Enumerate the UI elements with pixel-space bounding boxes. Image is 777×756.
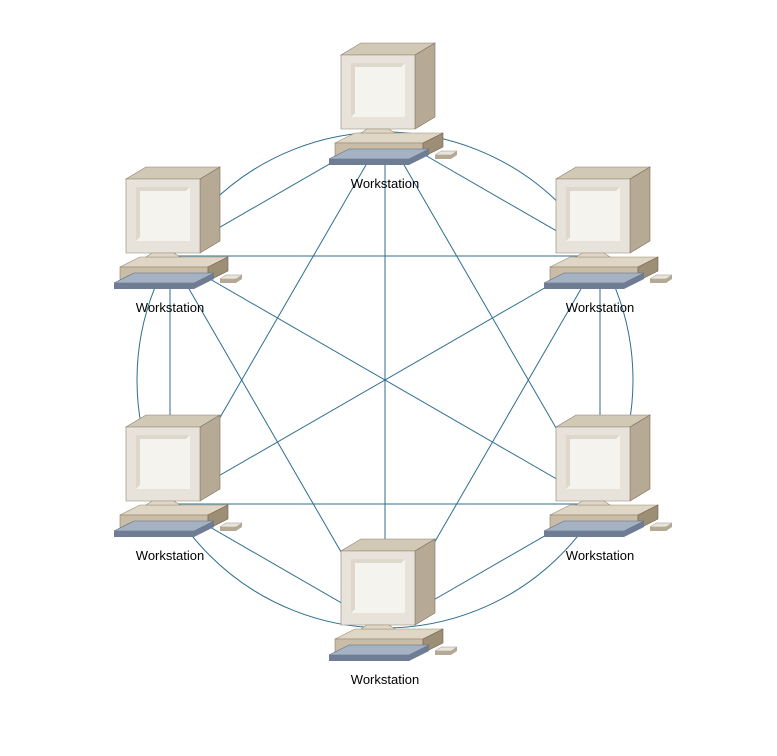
workstation-icon <box>305 37 465 172</box>
workstation-icon <box>520 161 680 296</box>
workstation-icon <box>90 161 250 296</box>
workstation-node: Workstation <box>90 161 250 315</box>
workstation-node: Workstation <box>90 409 250 563</box>
workstation-label: Workstation <box>90 300 250 315</box>
workstation-label: Workstation <box>520 300 680 315</box>
workstation-label: Workstation <box>90 548 250 563</box>
workstation-icon <box>90 409 250 544</box>
workstation-label: Workstation <box>305 672 465 687</box>
workstation-icon <box>305 533 465 668</box>
workstation-node: Workstation <box>305 533 465 687</box>
workstation-node: Workstation <box>305 37 465 191</box>
workstation-icon <box>520 409 680 544</box>
workstation-label: Workstation <box>520 548 680 563</box>
workstation-node: Workstation <box>520 409 680 563</box>
workstation-label: Workstation <box>305 176 465 191</box>
workstation-node: Workstation <box>520 161 680 315</box>
